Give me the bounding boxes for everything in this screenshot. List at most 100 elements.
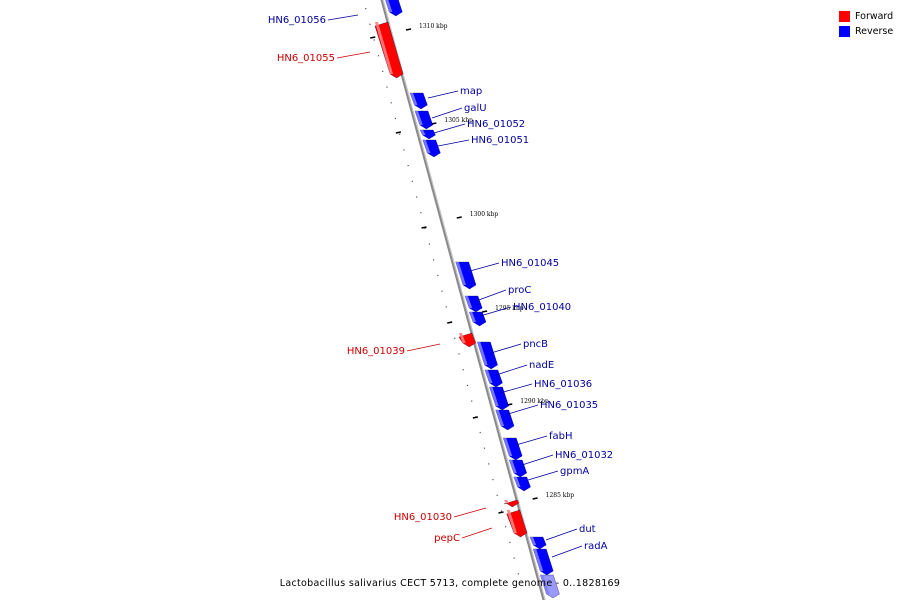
- gene-label: dut: [579, 524, 596, 535]
- minor-tick: [399, 133, 401, 135]
- gene-leader-line: [515, 435, 548, 446]
- minor-tick: [369, 23, 371, 25]
- ruler-label: 1310 kbp: [419, 23, 448, 30]
- ruler-label: 1300 kbp: [470, 211, 499, 218]
- minor-tick: [505, 526, 507, 528]
- gene-block-shade: [477, 342, 488, 365]
- minor-tick: [432, 259, 435, 261]
- gene-leader-line: [499, 383, 533, 394]
- forward-swatch: [839, 11, 850, 22]
- minor-tick: [386, 86, 388, 88]
- gene-label: HN6_01056: [268, 15, 326, 26]
- gene-label: HN6_01036: [534, 379, 592, 390]
- gene-block-shade: [414, 111, 423, 125]
- gene-leader-line: [431, 107, 463, 119]
- minor-tick: [394, 117, 397, 120]
- minor-tick: [377, 55, 380, 57]
- minor-tick: [483, 447, 486, 449]
- major-tick-left: [395, 131, 402, 134]
- gene-block-shade: [458, 333, 466, 343]
- gene-label: gpmA: [560, 466, 589, 477]
- minor-tick: [500, 510, 503, 512]
- minor-tick: [513, 557, 515, 559]
- gene-block-shade: [513, 477, 521, 487]
- minor-tick: [403, 149, 405, 151]
- gene-block-shade: [410, 93, 418, 105]
- minor-tick: [382, 70, 384, 72]
- minor-tick: [365, 8, 367, 10]
- minor-tick: [407, 165, 409, 167]
- gene-label: nadE: [529, 360, 554, 371]
- gene-block-shade: [489, 387, 499, 406]
- minor-tick: [428, 243, 430, 245]
- major-tick-left: [421, 226, 427, 229]
- minor-tick: [373, 39, 375, 41]
- gene-leader-line: [527, 470, 559, 481]
- minor-tick: [454, 337, 456, 339]
- gene-leader-line: [495, 364, 528, 376]
- gene-label: pncB: [523, 339, 548, 350]
- gene-leader-line: [453, 507, 487, 518]
- gene-leader-line: [551, 545, 583, 558]
- minor-tick: [471, 400, 473, 402]
- gene-label: galU: [464, 103, 487, 114]
- minor-tick: [509, 541, 511, 543]
- minor-tick: [466, 384, 469, 386]
- minor-tick: [411, 180, 413, 182]
- minor-tick: [462, 369, 464, 371]
- minor-tick: [479, 431, 481, 434]
- gene-label: radA: [584, 541, 608, 552]
- gene-leader-line: [479, 306, 512, 317]
- gene-leader-line: [327, 14, 359, 21]
- gene-leader-line: [490, 343, 522, 354]
- major-tick-right: [456, 216, 462, 219]
- gene-leader-line: [427, 90, 459, 99]
- ruler-label: 1295 kbp: [495, 305, 524, 312]
- gene-label: pepC: [434, 533, 460, 544]
- gene-label: proC: [508, 285, 531, 296]
- legend-label-reverse: Reverse: [855, 26, 894, 37]
- gene-block-shade: [540, 575, 550, 594]
- gene-block-shade: [422, 140, 431, 153]
- genome-caption: Lactobacillus salivarius CECT 5713, comp…: [279, 578, 621, 589]
- major-tick-right: [532, 497, 538, 500]
- gene-block-shade: [495, 410, 505, 426]
- gene-block-shade: [529, 537, 537, 545]
- minor-tick: [441, 290, 443, 292]
- minor-tick: [437, 274, 439, 277]
- gene-leader-line: [461, 527, 493, 539]
- ruler-label: 1290 kbp: [520, 398, 549, 405]
- gene-block-shade: [385, 0, 393, 12]
- reverse-swatch: [839, 26, 850, 37]
- gene-block-shade: [469, 312, 477, 322]
- gene-block: [503, 499, 520, 508]
- gene-block-shade: [504, 500, 509, 503]
- gene-label: HN6_01040: [513, 302, 571, 313]
- minor-tick: [458, 353, 460, 355]
- major-tick-left: [472, 416, 479, 419]
- gene-label: HN6_01052: [467, 119, 525, 130]
- gene-block-shade: [533, 549, 544, 571]
- ruler-label: 1285 kbp: [546, 492, 575, 499]
- gene-leader-line: [437, 139, 470, 147]
- legend-label-forward: Forward: [855, 11, 894, 22]
- minor-tick: [492, 479, 494, 481]
- gene-label: HN6_01045: [501, 258, 559, 269]
- gene-label: map: [460, 86, 482, 97]
- major-tick-right: [405, 28, 412, 31]
- gene-leader-line: [469, 262, 500, 272]
- gene-label: HN6_01035: [540, 400, 598, 411]
- major-tick-right: [481, 310, 488, 313]
- minor-tick: [420, 212, 422, 214]
- gene-leader-line: [406, 343, 441, 352]
- gene-leader-line: [433, 123, 466, 134]
- minor-tick: [424, 227, 426, 229]
- gene-block-shade: [503, 438, 513, 456]
- minor-tick: [416, 196, 418, 198]
- minor-tick: [517, 573, 519, 575]
- major-tick-left: [447, 321, 453, 324]
- gene-label: fabH: [549, 431, 573, 442]
- gene-block-shade: [455, 262, 467, 285]
- gene-leader-line: [521, 454, 554, 466]
